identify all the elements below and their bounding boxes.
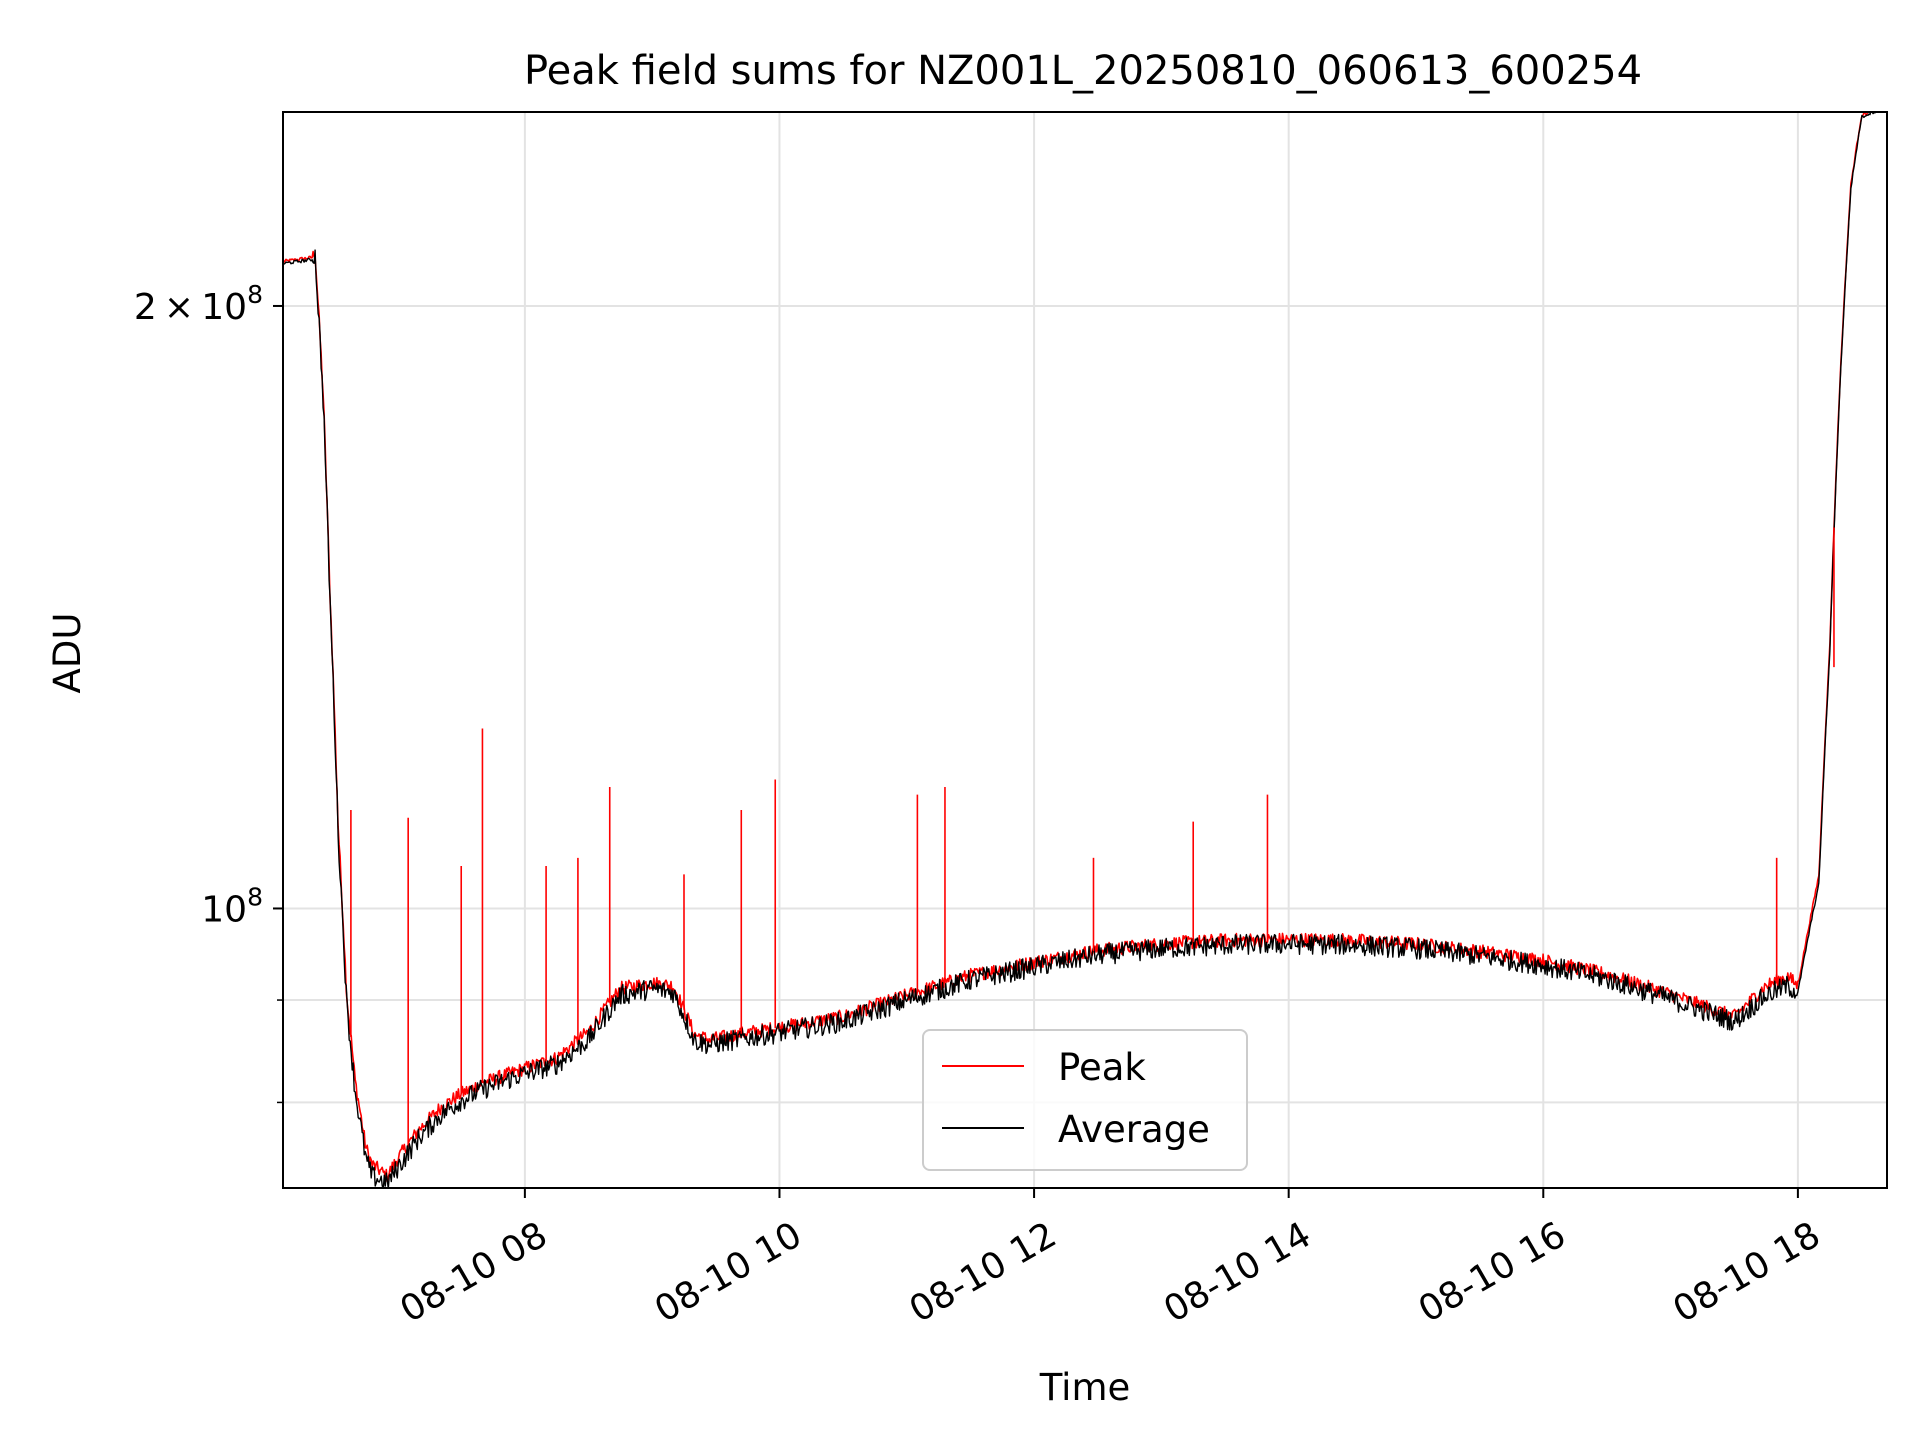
grid: [283, 112, 1887, 1188]
y-axis: 2 × 108 108: [134, 280, 283, 1104]
series-line-average: [283, 112, 1887, 1188]
plot-frame: [282, 111, 1888, 1189]
legend: Peak Average: [922, 1029, 1248, 1171]
chart-title: Peak field sums for NZ001L_20250810_0606…: [524, 48, 1642, 94]
x-axis-label: Time: [1039, 1366, 1131, 1409]
series-layer: [283, 112, 1887, 1188]
legend-label-average: Average: [1058, 1108, 1210, 1151]
plot-area: [283, 112, 1887, 1188]
y-axis-label: ADU: [46, 613, 89, 694]
y-tick-label: 2 × 108: [134, 280, 263, 328]
y-tick-label: 108: [201, 882, 263, 930]
legend-label-peak: Peak: [1058, 1046, 1146, 1089]
